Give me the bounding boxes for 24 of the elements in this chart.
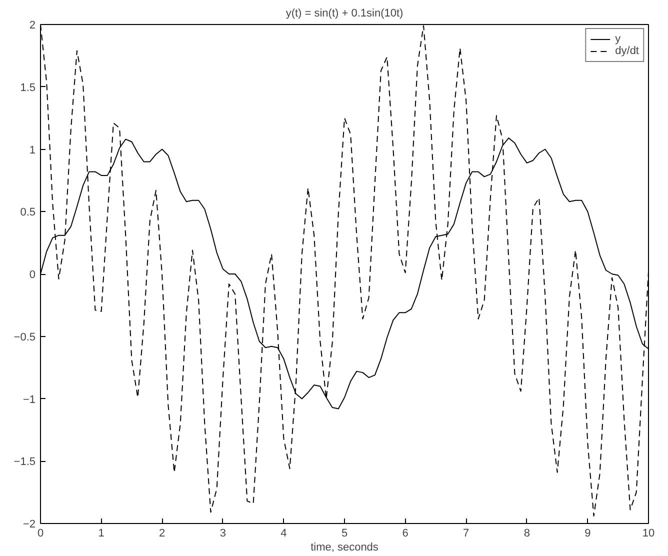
x-tick-label: 9 [584,528,591,540]
x-axis-title: time, seconds [310,542,379,554]
y-tick-label: −0.5 [14,331,36,344]
x-tick-label: 7 [463,528,470,540]
x-tick-label: 5 [341,528,348,540]
x-tick-label: 2 [159,528,166,540]
x-tick-label: 1 [98,528,104,540]
y-tick-label: 1.5 [20,82,36,94]
y-tick-label: 1 [29,144,36,156]
legend-label: dy/dt [615,45,639,57]
x-tick-label: 4 [280,528,287,540]
y-tick-label: 0 [29,269,36,281]
x-tick-label: 3 [220,528,226,540]
y-tick-label: −1 [22,394,36,406]
legend-label: y [615,33,622,45]
x-tick-label: 6 [402,528,408,540]
y-tick-label: 2 [29,20,36,32]
chart-title: y(t) = sin(t) + 0.1sin(10t) [286,8,404,20]
y-tick-label: −2 [22,518,36,530]
x-tick-label: 0 [37,528,44,540]
y-tick-label: −1.5 [14,456,36,468]
x-tick-label: 10 [642,528,655,540]
y-tick-label: 0.5 [20,206,36,219]
x-tick-label: 8 [524,528,530,540]
